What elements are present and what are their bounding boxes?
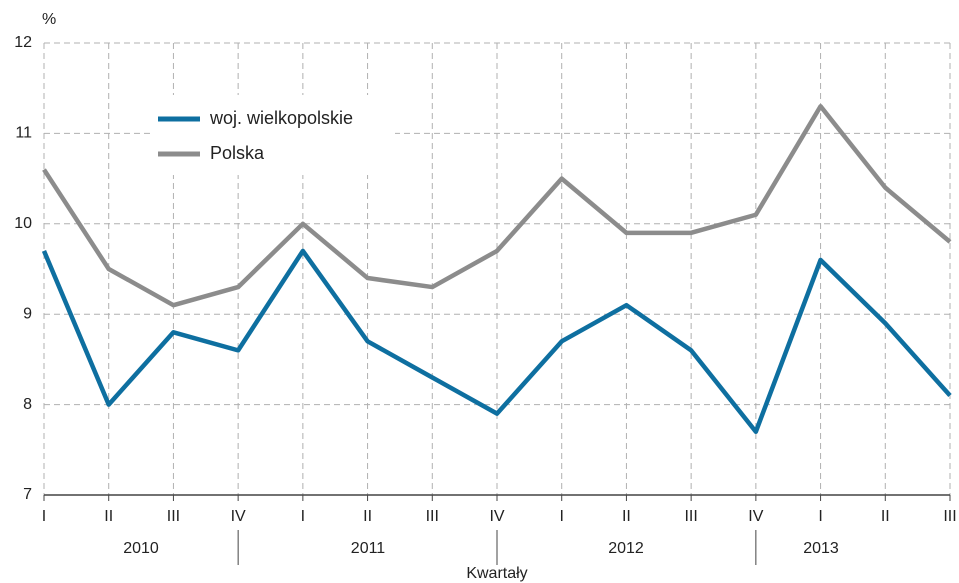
year-label: 2010: [123, 540, 159, 557]
x-tick-label: IV: [748, 508, 763, 525]
year-label: 2012: [608, 540, 644, 557]
x-tick-label: IV: [489, 508, 504, 525]
y-tick-label: 7: [23, 486, 32, 503]
year-label: 2011: [351, 540, 386, 557]
x-tick-label: II: [622, 508, 631, 525]
y-tick-label: 11: [15, 125, 32, 142]
x-tick-label: II: [363, 508, 372, 525]
x-tick-label: II: [881, 508, 890, 525]
year-label: 2013: [803, 540, 839, 557]
x-tick-label: I: [559, 508, 563, 525]
x-tick-label: III: [167, 508, 180, 525]
x-tick-label: III: [684, 508, 697, 525]
y-tick-label: 9: [23, 305, 32, 322]
y-tick-label: 12: [14, 34, 32, 51]
x-tick-label: II: [104, 508, 113, 525]
y-tick-label: 10: [14, 215, 32, 232]
x-tick-label: I: [301, 508, 305, 525]
x-tick-label: III: [943, 508, 956, 525]
x-tick-label: I: [818, 508, 822, 525]
legend-label: Polska: [210, 143, 265, 163]
line-series: [41, 248, 952, 434]
y-tick-label: 8: [23, 396, 32, 413]
legend-label: woj. wielkopolskie: [209, 108, 353, 128]
x-tick-label: III: [426, 508, 439, 525]
y-unit: %: [42, 11, 56, 28]
legend-box: [150, 95, 395, 175]
line-series: [42, 104, 952, 308]
x-tick-label: I: [42, 508, 46, 525]
x-tick-label: IV: [231, 508, 246, 525]
x-axis-label: Kwartały: [466, 565, 527, 582]
